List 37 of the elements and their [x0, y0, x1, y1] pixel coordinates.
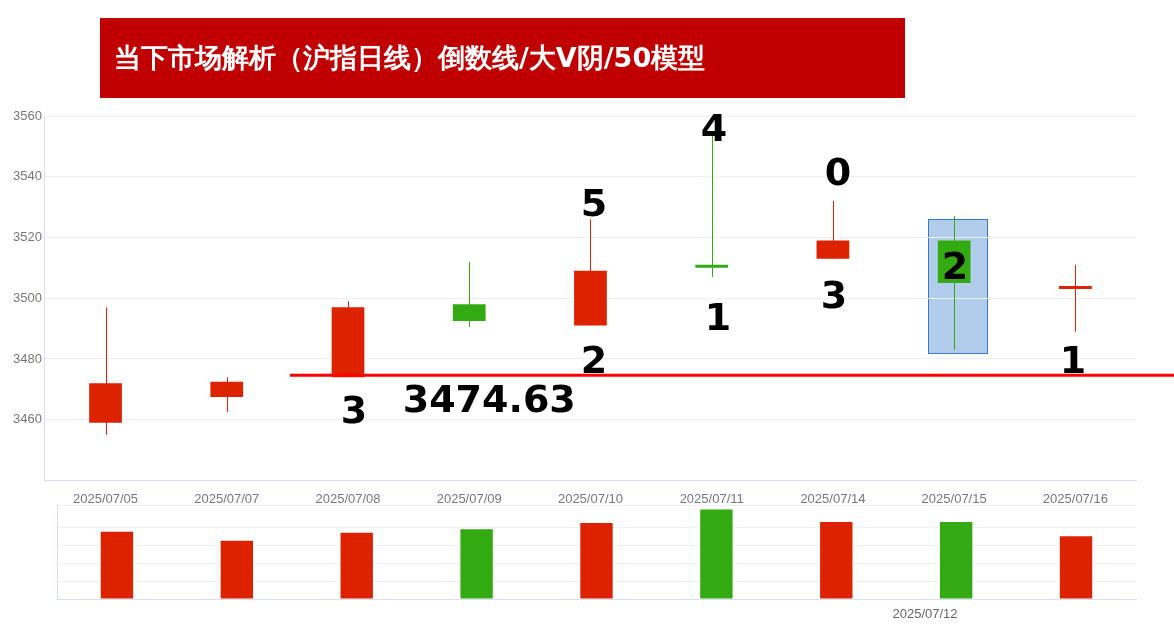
bar — [460, 529, 493, 599]
x-tick-label: 2025/07/15 — [921, 490, 987, 506]
text: 2025/07/12 — [892, 605, 958, 621]
bar — [939, 522, 973, 599]
bar — [100, 531, 134, 599]
x-tick-label: 2025/07/09 — [436, 490, 502, 506]
bar — [580, 522, 613, 599]
annotation: 3 — [340, 388, 368, 432]
x-tick-label: 2025/07/14 — [800, 490, 866, 506]
x-tick-label: 2025/07/10 — [557, 490, 623, 506]
bar — [700, 509, 733, 599]
x-tick-label: 2025/07/16 — [1042, 490, 1108, 506]
ref-line-label: 3474.63 — [402, 377, 576, 422]
x-tick-label: 2025/07/07 — [194, 490, 260, 506]
y-tick-label: 3500 — [13, 289, 42, 305]
bar — [340, 532, 373, 599]
y-tick-label: 3460 — [13, 411, 42, 427]
annotation: 3 — [820, 273, 848, 317]
bar — [1059, 536, 1093, 599]
y-tick-label: 3540 — [13, 168, 42, 184]
x-tick-label: 2025/07/11 — [679, 490, 744, 506]
x-tick-label: 2025/07/05 — [73, 490, 139, 506]
bar — [220, 540, 254, 599]
x-tick-label: 2025/07/08 — [315, 490, 381, 506]
annotation: 5 — [580, 181, 608, 225]
candlestick — [1059, 264, 1092, 333]
y-tick-label: 3520 — [13, 229, 42, 245]
annotation: 2 — [941, 244, 969, 288]
y-tick-label: 3560 — [13, 107, 42, 123]
annotation: 2 — [580, 338, 608, 382]
bar — [820, 522, 853, 599]
annotation: 0 — [824, 150, 852, 194]
annotation: 1 — [704, 295, 732, 339]
annotation: 4 — [700, 106, 728, 150]
y-tick-label: 3480 — [13, 350, 42, 366]
annotation: 1 — [1059, 338, 1087, 382]
chart-title: 当下市场解析（沪指日线）倒数线/大V阴/50模型 — [100, 18, 905, 98]
